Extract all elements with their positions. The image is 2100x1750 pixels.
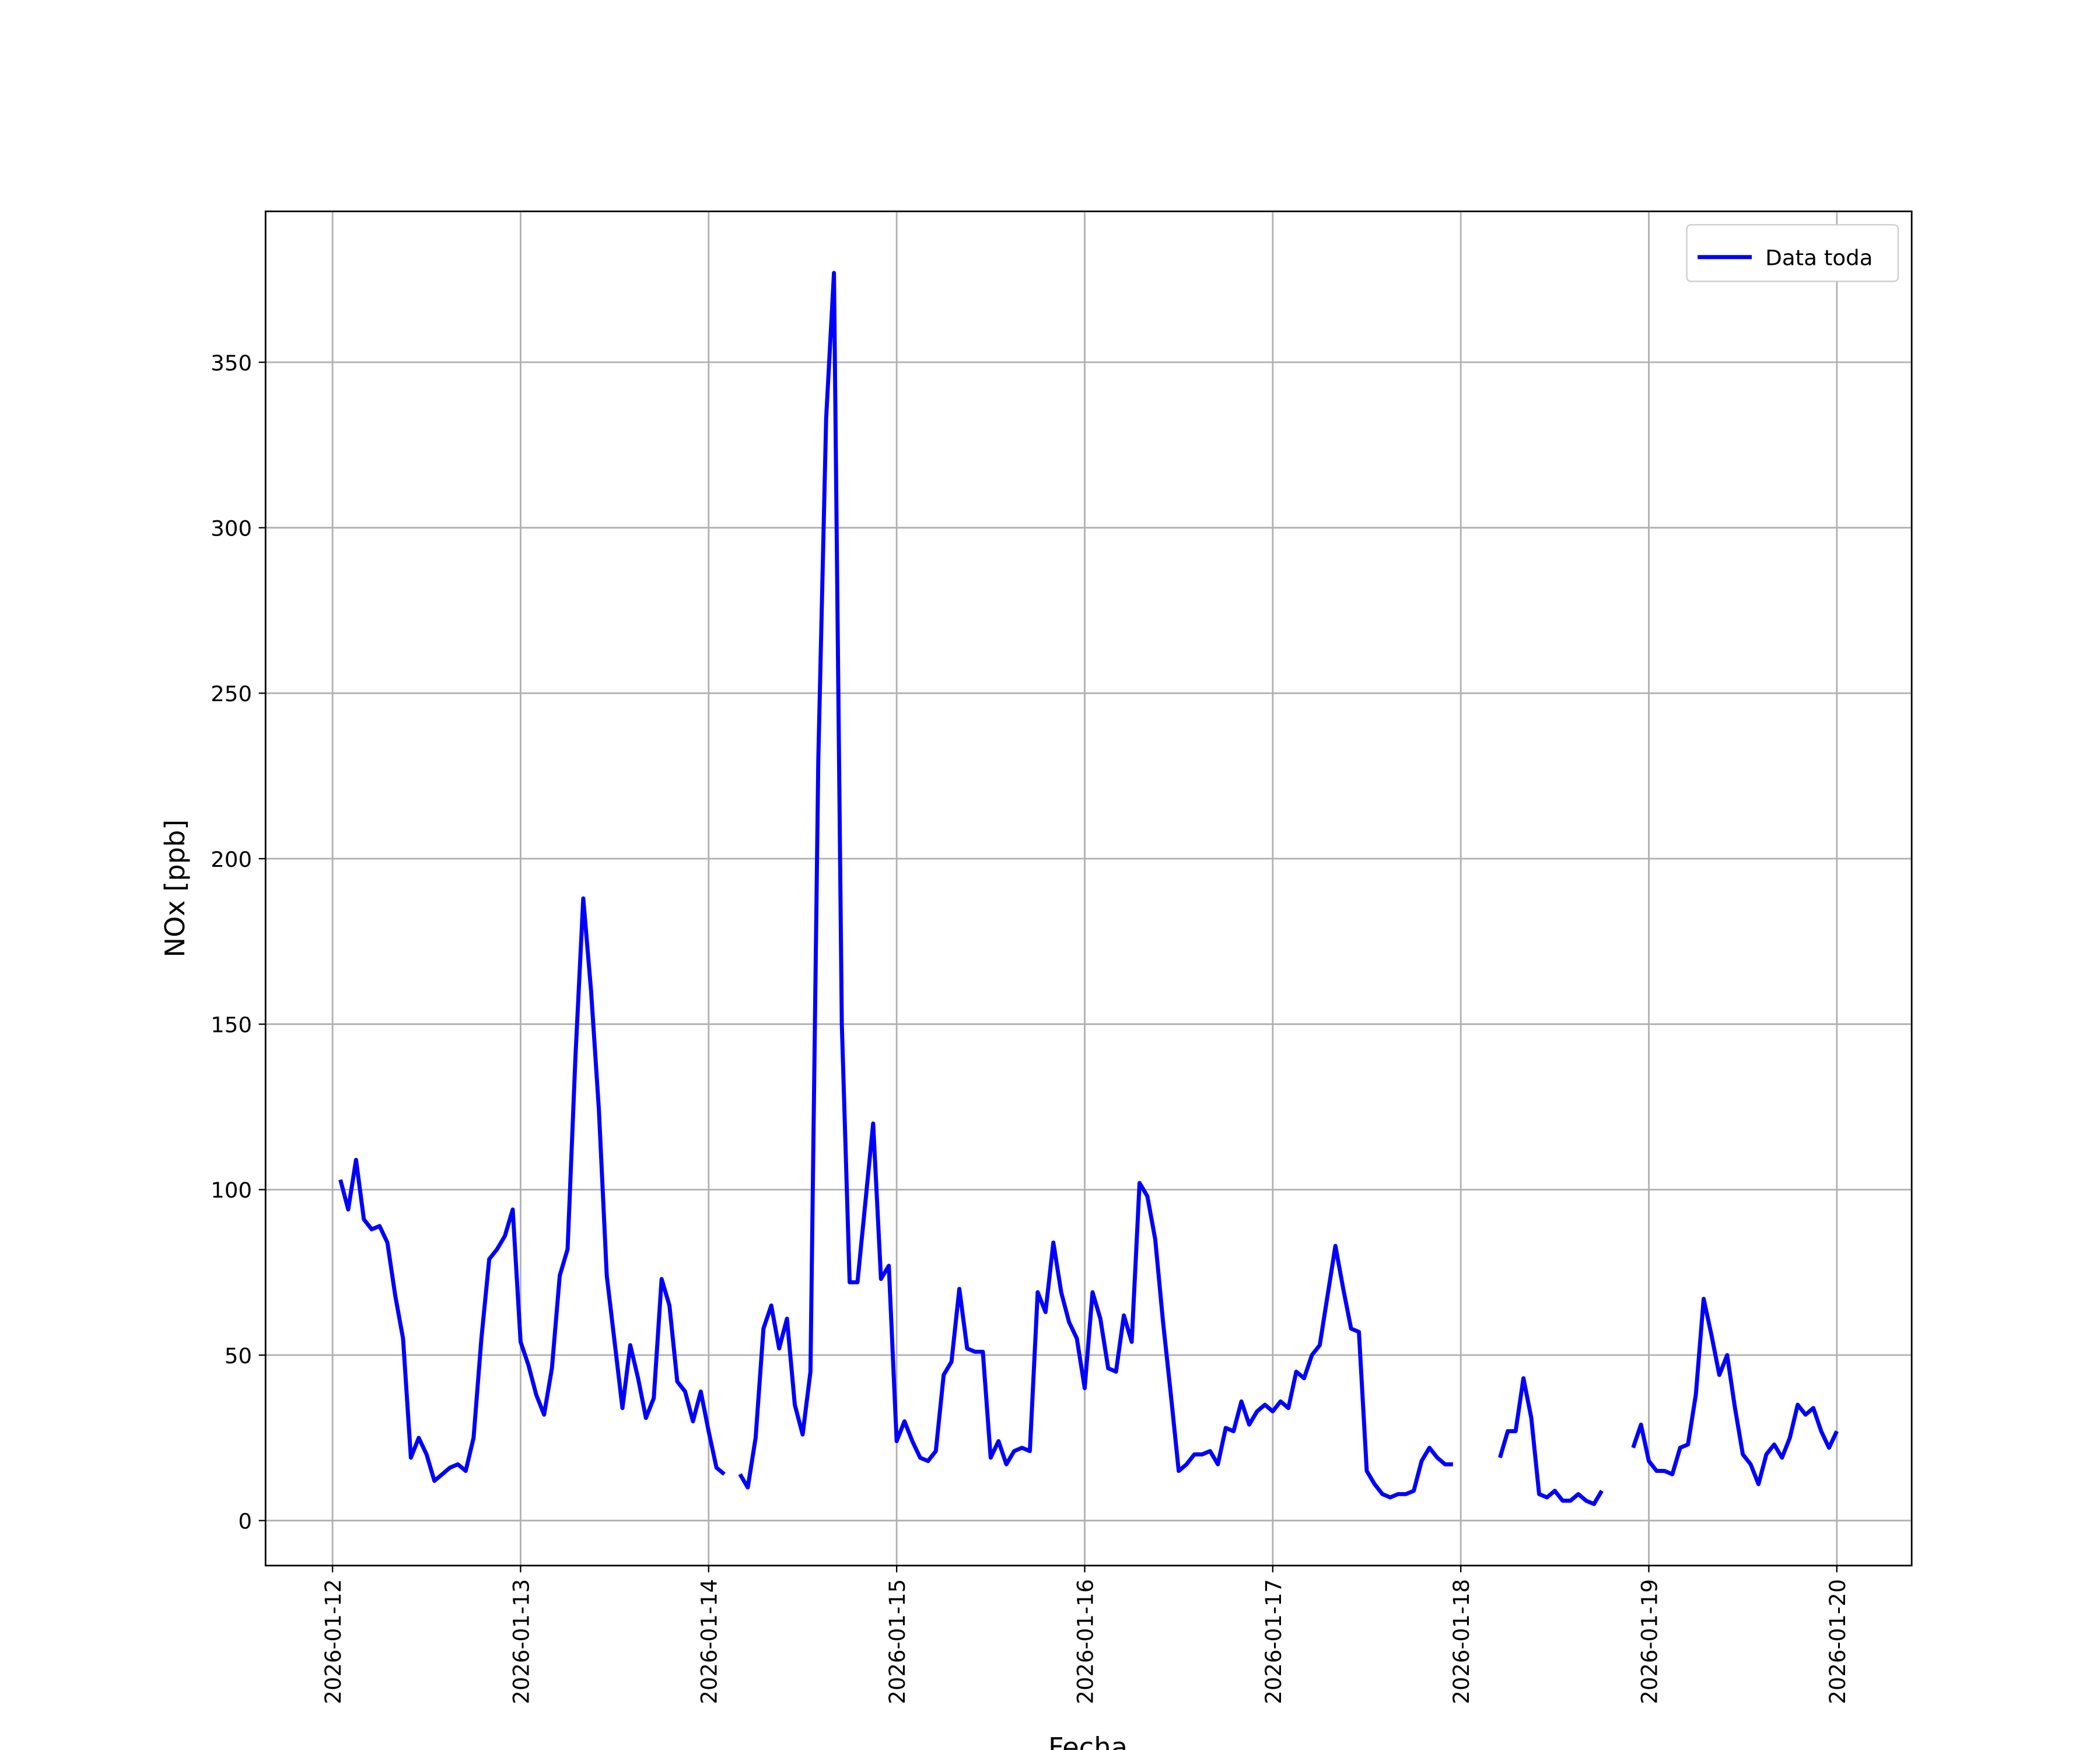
y-tick-label: 300 xyxy=(211,516,252,541)
y-axis-label: NOx [ppb] xyxy=(159,820,191,958)
x-tick-label: 2026-01-15 xyxy=(885,1579,910,1704)
x-tick-label: 2026-01-19 xyxy=(1637,1579,1662,1704)
y-tick-label: 250 xyxy=(211,681,252,706)
y-tick-label: 200 xyxy=(211,847,252,872)
legend-label: Data toda xyxy=(1765,246,1873,271)
x-tick-label: 2026-01-12 xyxy=(321,1579,346,1704)
x-tick-label: 2026-01-20 xyxy=(1825,1579,1850,1704)
x-tick-label: 2026-01-13 xyxy=(509,1579,534,1704)
x-tick-label: 2026-01-16 xyxy=(1073,1579,1098,1704)
x-tick-label: 2026-01-18 xyxy=(1449,1579,1474,1704)
x-tick-label: 2026-01-17 xyxy=(1261,1579,1286,1704)
y-tick-label: 350 xyxy=(211,351,252,376)
y-tick-label: 100 xyxy=(211,1178,252,1203)
y-tick-label: 50 xyxy=(225,1343,252,1368)
plot-frame xyxy=(264,210,1913,1567)
data-line xyxy=(338,271,1839,1506)
x-axis-label: Fecha xyxy=(1048,1732,1128,1750)
x-tick-label: 2026-01-14 xyxy=(697,1579,722,1704)
legend-box xyxy=(1686,224,1899,282)
y-tick-label: 0 xyxy=(238,1509,252,1534)
y-tick-label: 150 xyxy=(211,1013,252,1038)
